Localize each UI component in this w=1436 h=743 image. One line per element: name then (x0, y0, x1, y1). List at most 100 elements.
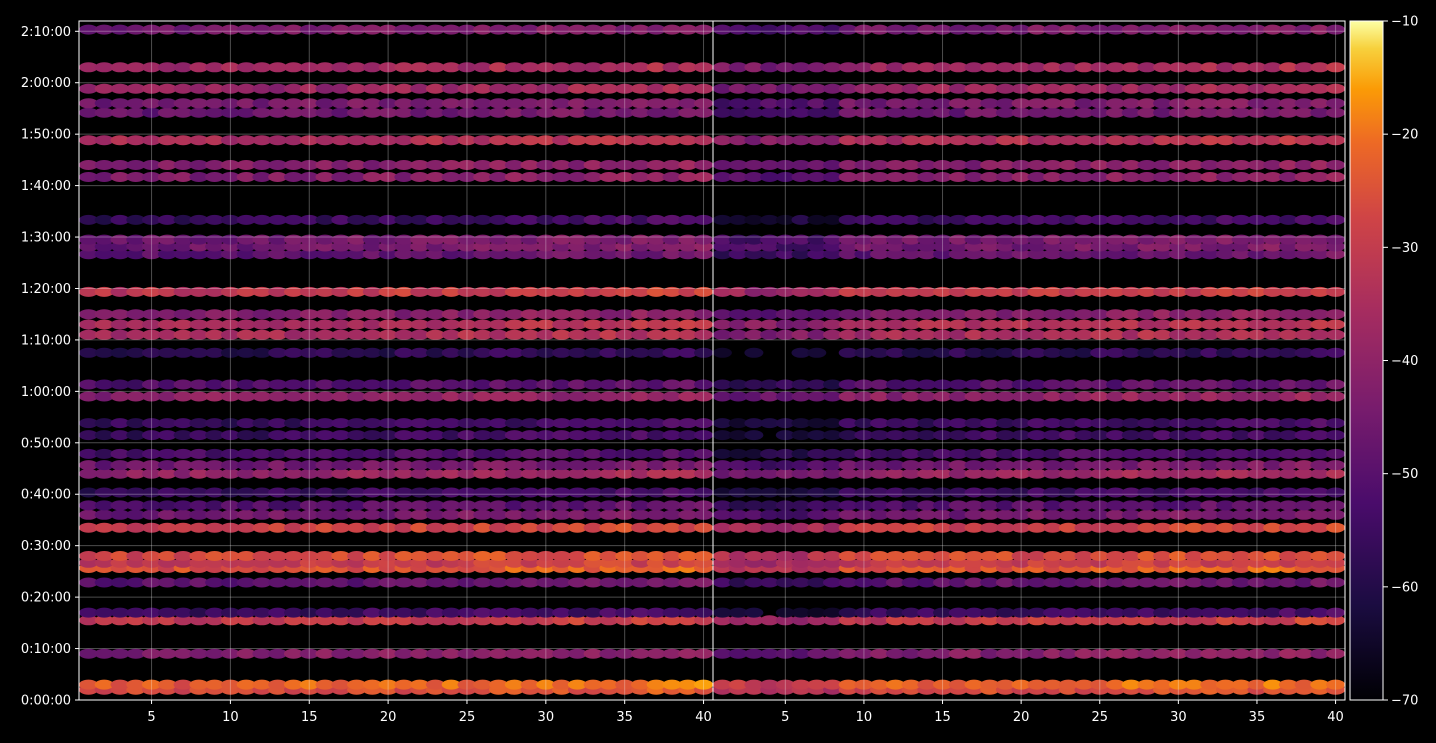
heatmap-cell (94, 214, 114, 225)
heatmap-cell (744, 487, 764, 498)
heatmap-cell (315, 577, 335, 588)
heatmap-cell (694, 648, 713, 659)
heatmap-cell (189, 24, 209, 35)
heatmap-cell (599, 309, 619, 320)
heatmap-cell (378, 391, 398, 402)
heatmap-cell (94, 319, 114, 330)
heatmap-cell (142, 648, 161, 659)
heatmap-cell (567, 347, 587, 358)
heatmap-cell (964, 329, 984, 340)
heatmap-cell (823, 172, 842, 182)
heatmap-cell (236, 24, 256, 35)
heatmap-cell (299, 319, 319, 330)
heatmap-cell (583, 286, 603, 297)
heatmap-cell (823, 577, 842, 588)
heatmap-cell (410, 509, 430, 520)
heatmap-cell (110, 135, 130, 146)
heatmap-cell (615, 500, 635, 511)
heatmap-cell (948, 460, 968, 471)
heatmap-cell (126, 135, 146, 146)
heatmap-cell (1090, 214, 1110, 225)
heatmap-cell (1106, 234, 1125, 245)
heatmap-cell (917, 500, 937, 511)
heatmap-cell (662, 286, 682, 297)
heatmap-cell (457, 62, 477, 73)
heatmap-cell (1310, 135, 1330, 146)
heatmap-cell (854, 430, 874, 441)
heatmap-cell (823, 107, 842, 118)
heatmap-cell (583, 487, 603, 498)
heatmap-cell (631, 460, 650, 471)
heatmap-cell (933, 83, 952, 94)
heatmap-cell (838, 83, 858, 94)
heatmap-cell (1184, 214, 1204, 225)
heatmap-cell (807, 468, 827, 479)
heatmap-cell (79, 522, 98, 533)
heatmap-cell (1153, 551, 1173, 561)
heatmap-cell (1168, 24, 1188, 35)
heatmap-cell (823, 607, 842, 618)
heatmap-cell (995, 391, 1015, 402)
heatmap-cell (599, 607, 619, 618)
heatmap-cell (1011, 551, 1031, 561)
heatmap-cell (552, 418, 572, 429)
heatmap-cell (1216, 135, 1235, 146)
heatmap-cell (948, 107, 968, 118)
heatmap-cell (473, 418, 493, 429)
heatmap-cell (142, 319, 161, 330)
heatmap-cell (1231, 448, 1251, 459)
heatmap-cell (425, 286, 445, 297)
heatmap-cell (980, 418, 1000, 429)
heatmap-cell (838, 679, 858, 690)
heatmap-cell (1184, 679, 1204, 690)
heatmap-cell (1231, 319, 1251, 330)
heatmap-cell (489, 107, 508, 118)
heatmap-cell (964, 551, 984, 561)
heatmap-cell (901, 509, 921, 520)
heatmap-cell (536, 509, 556, 520)
heatmap-cell (284, 430, 303, 441)
heatmap-cell (838, 577, 858, 588)
heatmap-cell (1011, 448, 1031, 459)
heatmap-cell (441, 286, 461, 297)
heatmap-cell (347, 241, 367, 252)
heatmap-cell (1011, 135, 1031, 146)
heatmap-cell (760, 468, 780, 479)
heatmap-cell (157, 509, 177, 520)
heatmap-cell (1278, 160, 1298, 170)
heatmap-cell (1231, 679, 1251, 690)
heatmap-cell (1153, 160, 1173, 170)
heatmap-cell (205, 234, 225, 245)
heatmap-cell (489, 214, 508, 225)
heatmap-cell (157, 648, 177, 659)
heatmap-cell (1231, 309, 1251, 320)
heatmap-cell (378, 249, 398, 260)
heatmap-cell (504, 577, 524, 588)
heatmap-cell (504, 607, 524, 618)
heatmap-cell (933, 249, 952, 260)
heatmap-cell (1121, 577, 1141, 588)
heatmap-cell (823, 83, 842, 94)
heatmap-cell (142, 577, 161, 588)
heatmap-cell (157, 234, 177, 245)
heatmap-cell (362, 319, 382, 330)
heatmap-cell (712, 430, 732, 441)
heatmap-cell (995, 509, 1015, 520)
heatmap-cell (870, 509, 890, 520)
heatmap-cell (1090, 98, 1110, 109)
heatmap-cell (489, 648, 508, 659)
heatmap-cell (1294, 172, 1314, 182)
heatmap-cell (394, 107, 414, 118)
heatmap-cell (252, 309, 272, 320)
heatmap-cell (1310, 24, 1330, 35)
heatmap-cell (823, 241, 842, 252)
heatmap-cell (646, 62, 666, 73)
heatmap-cell (79, 418, 98, 429)
heatmap-cell (1090, 62, 1110, 73)
heatmap-cell (425, 577, 445, 588)
heatmap-cell (1168, 522, 1188, 533)
heatmap-cell (205, 160, 225, 170)
heatmap-cell (870, 522, 890, 533)
heatmap-cell (410, 615, 430, 626)
heatmap-cell (94, 418, 114, 429)
